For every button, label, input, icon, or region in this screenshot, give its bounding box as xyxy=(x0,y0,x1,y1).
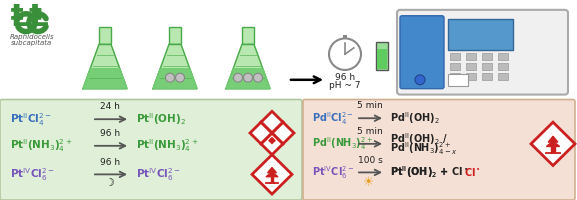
FancyBboxPatch shape xyxy=(400,16,444,89)
Bar xyxy=(498,63,508,70)
Text: 100 s: 100 s xyxy=(358,156,383,165)
Bar xyxy=(450,53,460,60)
Text: Pt$^{\rm IV}$Cl$_6^{2-}$: Pt$^{\rm IV}$Cl$_6^{2-}$ xyxy=(312,164,354,181)
Bar xyxy=(466,63,476,70)
Polygon shape xyxy=(271,177,273,182)
Circle shape xyxy=(253,73,263,82)
Text: Pt$^{\rm II}$(OH)$_2$ +: Pt$^{\rm II}$(OH)$_2$ + xyxy=(390,165,450,180)
Text: ☀: ☀ xyxy=(364,176,374,189)
Bar xyxy=(482,63,492,70)
Text: 24 h: 24 h xyxy=(100,102,120,111)
Polygon shape xyxy=(226,44,270,89)
Text: 96 h: 96 h xyxy=(100,158,120,167)
Bar xyxy=(466,73,476,80)
Text: pH ~ 7: pH ~ 7 xyxy=(329,81,361,90)
Polygon shape xyxy=(268,167,276,173)
Text: subcapitata: subcapitata xyxy=(12,40,53,46)
Polygon shape xyxy=(268,137,276,144)
Circle shape xyxy=(243,73,253,82)
Circle shape xyxy=(234,73,242,82)
Bar xyxy=(482,73,492,80)
Circle shape xyxy=(166,73,174,82)
Text: Pd$^{\rm II}$(NH$_3$)$_{4-x}^{2+}$: Pd$^{\rm II}$(NH$_3$)$_{4-x}^{2+}$ xyxy=(390,140,457,157)
Bar xyxy=(466,53,476,60)
Polygon shape xyxy=(548,136,558,142)
Text: Pt$^{\rm II}$(OH)$_2$: Pt$^{\rm II}$(OH)$_2$ xyxy=(136,111,186,127)
Polygon shape xyxy=(552,146,554,152)
Polygon shape xyxy=(83,69,127,89)
Text: Pt$^{\rm IV}$Cl$_6^{2-}$: Pt$^{\rm IV}$Cl$_6^{2-}$ xyxy=(10,166,55,183)
Text: Pd$^{\rm II}$(NH$_3$)$_4^{2+}$: Pd$^{\rm II}$(NH$_3$)$_4^{2+}$ xyxy=(312,135,373,152)
Text: Raphidocelis: Raphidocelis xyxy=(10,34,54,40)
Text: Cl$^\bullet$: Cl$^\bullet$ xyxy=(464,166,481,178)
Polygon shape xyxy=(83,44,127,89)
FancyBboxPatch shape xyxy=(397,10,568,95)
Polygon shape xyxy=(250,111,294,155)
Bar xyxy=(448,19,513,50)
Polygon shape xyxy=(252,155,292,194)
Text: ☽: ☽ xyxy=(105,178,115,188)
Text: Pt$^{\rm II}$(NH$_3$)$_4^{2+}$: Pt$^{\rm II}$(NH$_3$)$_4^{2+}$ xyxy=(10,137,72,154)
Text: Pt$^{\rm IV}$Cl$_6^{2-}$: Pt$^{\rm IV}$Cl$_6^{2-}$ xyxy=(136,166,181,183)
Text: Pt$^{\rm II}$(OH)$_2$ + Cl$^\bullet$: Pt$^{\rm II}$(OH)$_2$ + Cl$^\bullet$ xyxy=(390,165,469,180)
Bar xyxy=(482,53,492,60)
Bar xyxy=(448,74,468,86)
Text: Pd$^{\rm II}$(OH)$_2$ /: Pd$^{\rm II}$(OH)$_2$ / xyxy=(390,131,448,147)
Bar xyxy=(498,73,508,80)
Bar xyxy=(377,49,387,69)
Text: 5 min: 5 min xyxy=(357,127,383,136)
Polygon shape xyxy=(531,122,575,166)
Polygon shape xyxy=(153,44,197,89)
FancyBboxPatch shape xyxy=(0,100,302,200)
Text: ⱠⱠ: ⱠⱠ xyxy=(10,3,50,32)
Text: 5 min: 5 min xyxy=(357,101,383,110)
Polygon shape xyxy=(266,172,278,177)
Bar xyxy=(99,27,111,44)
Text: 96 h: 96 h xyxy=(100,129,120,138)
Text: 96 h: 96 h xyxy=(335,73,355,82)
FancyBboxPatch shape xyxy=(303,100,575,200)
Text: Pt$^{\rm II}$Cl$_4^{2-}$: Pt$^{\rm II}$Cl$_4^{2-}$ xyxy=(10,111,52,128)
Bar xyxy=(450,63,460,70)
Circle shape xyxy=(415,75,425,85)
Bar xyxy=(169,27,181,44)
Bar xyxy=(450,73,460,80)
Polygon shape xyxy=(226,69,270,89)
Text: Pd$^{\rm II}$Cl$_4^{2-}$: Pd$^{\rm II}$Cl$_4^{2-}$ xyxy=(312,110,354,127)
Bar xyxy=(376,42,388,70)
Polygon shape xyxy=(153,69,197,89)
Polygon shape xyxy=(546,141,560,146)
Text: Pd$^{\rm II}$(OH)$_2$: Pd$^{\rm II}$(OH)$_2$ xyxy=(390,110,440,126)
Text: Pt$^{\rm II}$(NH$_3$)$_4^{2+}$: Pt$^{\rm II}$(NH$_3$)$_4^{2+}$ xyxy=(136,137,198,154)
Circle shape xyxy=(175,73,185,82)
Circle shape xyxy=(329,38,361,70)
Bar xyxy=(498,53,508,60)
Bar xyxy=(343,35,347,39)
Bar xyxy=(242,27,254,44)
